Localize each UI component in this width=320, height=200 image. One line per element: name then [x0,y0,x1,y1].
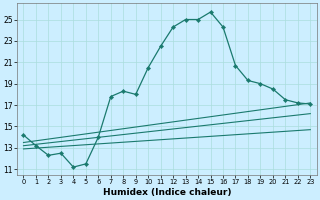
X-axis label: Humidex (Indice chaleur): Humidex (Indice chaleur) [103,188,231,197]
